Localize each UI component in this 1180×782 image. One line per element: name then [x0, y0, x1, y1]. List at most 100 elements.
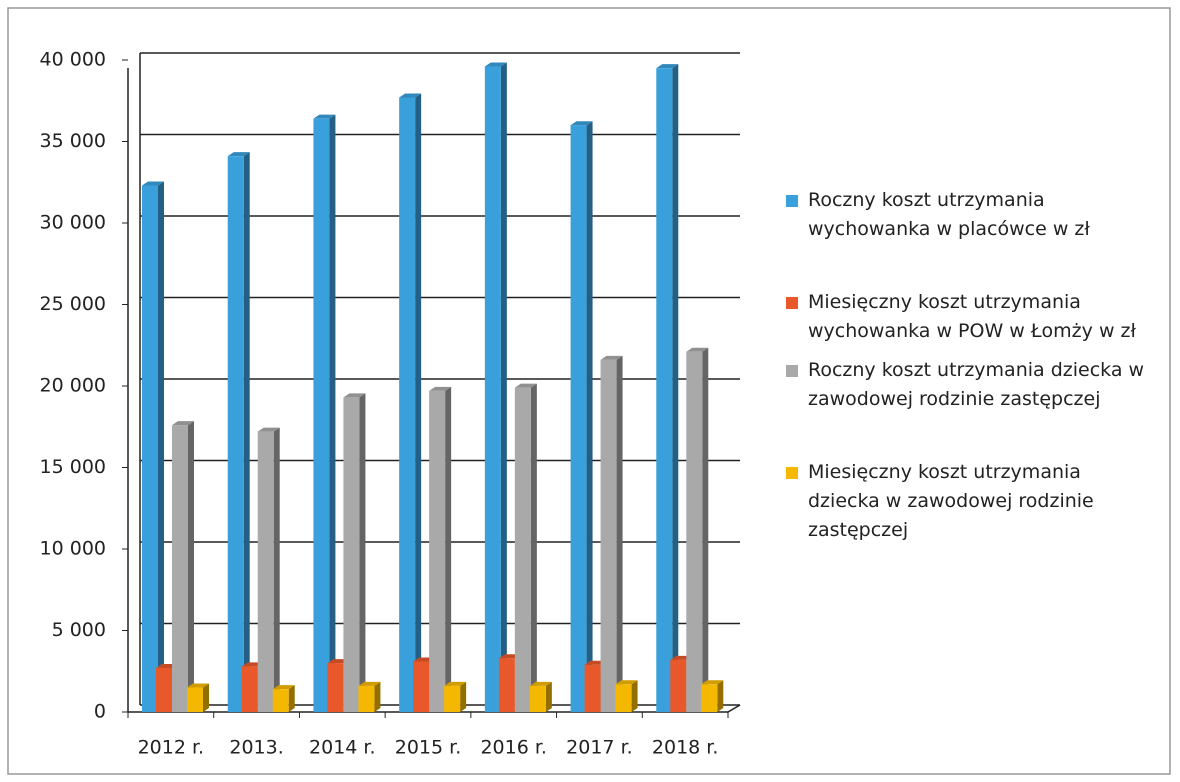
bar: [529, 685, 546, 712]
bar-side: [359, 393, 366, 712]
bar-top: [172, 421, 194, 426]
legend-label: Roczny koszt utrzymania dziecka w zawodo…: [808, 359, 1145, 410]
bar: [272, 689, 289, 712]
bar-side: [288, 685, 295, 712]
y-tick-label: 30 000: [40, 212, 106, 234]
bar: [187, 687, 203, 712]
legend-item: Roczny koszt utrzymania dziecka w zawodo…: [782, 356, 1180, 414]
bar-top: [600, 355, 623, 360]
bar: [600, 359, 617, 712]
y-tick-label: 35 000: [40, 130, 106, 152]
bar-top: [529, 681, 552, 686]
legend-label: Miesięczny koszt utrzymania wychowanka w…: [808, 291, 1136, 342]
bar: [327, 663, 344, 712]
bar-side: [203, 683, 209, 712]
bar-top: [272, 685, 295, 690]
bar: [584, 664, 601, 712]
bar-top: [429, 386, 452, 391]
bar-top: [187, 683, 209, 688]
bar-side: [445, 386, 452, 712]
bar-top: [142, 181, 164, 186]
bar-top: [358, 681, 381, 686]
bar: [358, 685, 375, 712]
y-tick-label: 5 000: [52, 619, 106, 641]
bar: [484, 66, 501, 712]
bar-side: [374, 681, 381, 712]
bar: [656, 68, 673, 712]
x-tick-label: 2013.: [229, 737, 283, 759]
bar-side: [188, 421, 194, 712]
bar: [686, 351, 703, 712]
bar-top: [313, 114, 336, 119]
legend-item: Miesięczny koszt utrzymania wychowanka w…: [782, 288, 1168, 346]
bar-side: [243, 152, 250, 713]
bar: [156, 667, 172, 712]
bar-side: [545, 681, 552, 712]
bar: [701, 684, 718, 712]
bar: [227, 156, 244, 713]
bar: [670, 659, 687, 712]
bar: [498, 658, 515, 712]
bar-top: [399, 93, 422, 98]
bar-top: [570, 121, 593, 126]
bar: [429, 390, 446, 712]
bar: [172, 425, 188, 712]
bar-side: [631, 680, 638, 712]
bar-side: [530, 383, 537, 712]
bar-top: [701, 680, 724, 685]
bar-side: [717, 680, 724, 712]
x-tick-label: 2017 r.: [566, 737, 633, 759]
bar-side: [273, 427, 280, 712]
bar: [514, 387, 531, 712]
y-tick-label: 10 000: [40, 538, 106, 560]
bar-side: [329, 114, 336, 713]
bar: [142, 185, 158, 712]
legend-swatch: [786, 297, 798, 309]
bar: [241, 666, 258, 712]
bar-side: [460, 681, 467, 712]
bar-top: [257, 427, 280, 432]
bar-top: [686, 347, 709, 352]
bar-top: [514, 383, 537, 388]
bar-top: [444, 681, 467, 686]
legend-swatch: [786, 365, 798, 377]
bar-side: [702, 347, 709, 712]
x-tick-label: 2014 r.: [309, 737, 376, 759]
bar: [257, 431, 274, 712]
bar-top: [343, 393, 366, 398]
y-tick-label: 25 000: [40, 293, 106, 315]
bar-side: [500, 62, 507, 712]
legend-label: Miesięczny koszt utrzymania dziecka w za…: [808, 461, 1094, 541]
bar-top: [615, 680, 638, 685]
bar: [615, 684, 632, 712]
bar: [343, 397, 360, 712]
legend: Roczny koszt utrzymania wychowanka w pla…: [782, 186, 1172, 545]
bar: [444, 685, 461, 712]
x-tick-label: 2018 r.: [652, 737, 719, 759]
bar: [399, 97, 416, 713]
legend-item: Roczny koszt utrzymania wychowanka w pla…: [782, 186, 1148, 244]
frame: [7, 7, 1171, 775]
bar-side: [158, 181, 164, 712]
x-tick-label: 2016 r.: [480, 737, 547, 759]
bar-top: [656, 64, 679, 69]
x-tick-label: 2015 r.: [395, 737, 462, 759]
bar-side: [586, 121, 593, 712]
bar-top: [484, 62, 507, 67]
bar-side: [672, 64, 679, 712]
bar: [313, 118, 330, 713]
legend-swatch: [786, 195, 798, 207]
bar: [570, 125, 587, 712]
bar-side: [616, 355, 623, 712]
legend-swatch: [786, 467, 798, 479]
bar-top: [227, 152, 250, 157]
x-tick-label: 2012 r.: [138, 737, 205, 759]
bar: [413, 661, 430, 712]
y-tick-label: 40 000: [40, 49, 106, 71]
y-tick-label: 20 000: [40, 375, 106, 397]
legend-label: Roczny koszt utrzymania wychowanka w pla…: [808, 189, 1090, 240]
y-tick-label: 15 000: [40, 456, 106, 478]
bar-side: [415, 93, 422, 713]
